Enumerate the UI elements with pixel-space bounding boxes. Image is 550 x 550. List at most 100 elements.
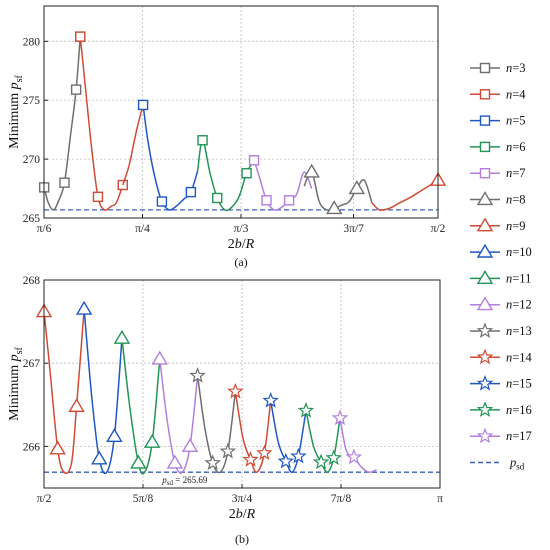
y-axis-label-sub: sf bbox=[14, 74, 25, 82]
psd-annotation-var: p bbox=[161, 475, 167, 485]
legend-label-psd-sub: sd bbox=[516, 462, 525, 472]
legend-label-var: n bbox=[506, 245, 512, 259]
legend-marker-n=5 bbox=[479, 115, 491, 126]
data-marker-n=13 bbox=[189, 367, 206, 383]
y-axis-label-text: Minimum bbox=[7, 89, 22, 149]
y-axis-label: Minimum psf bbox=[7, 74, 25, 148]
series-line-n=9 bbox=[43, 309, 85, 475]
data-marker-n=12 bbox=[166, 454, 184, 469]
legend-marker-n=14 bbox=[476, 348, 494, 365]
legend-marker-n=11 bbox=[476, 270, 494, 284]
data-marker-n=14 bbox=[256, 444, 273, 461]
data-marker-n=10 bbox=[75, 300, 93, 315]
legend-label-n=5: n=5 bbox=[506, 114, 526, 128]
psd-annotation-sub: sd bbox=[167, 479, 174, 487]
legend-label-n=4: n=4 bbox=[506, 87, 526, 101]
legend-label-var: n bbox=[506, 324, 512, 338]
psd-annotation: psd = 265.69 bbox=[161, 475, 208, 487]
legend-marker-n=4 bbox=[479, 89, 491, 100]
legend-marker-n=15 bbox=[476, 374, 494, 391]
legend-marker-n=7 bbox=[479, 167, 491, 179]
legend-marker-n=6 bbox=[479, 141, 491, 153]
data-marker-n=11 bbox=[143, 433, 161, 448]
data-marker-n=5 bbox=[137, 99, 149, 111]
psd-annotation-value: = 265.69 bbox=[173, 475, 208, 485]
data-marker-n=11 bbox=[130, 454, 147, 469]
x-axis-label-R: R bbox=[245, 237, 255, 252]
legend-label-n=11: n=11 bbox=[506, 271, 531, 285]
data-marker-n=11 bbox=[113, 329, 131, 344]
legend-label-var: n bbox=[506, 377, 512, 391]
legend-label-n=8: n=8 bbox=[506, 193, 526, 207]
legend-label-value: =6 bbox=[512, 140, 525, 154]
legend-label-n=10: n=10 bbox=[506, 245, 532, 259]
y-tick-label: 266 bbox=[23, 441, 41, 453]
x-tick-label: 3π/7 bbox=[343, 223, 364, 235]
legend-label-value: =10 bbox=[512, 245, 532, 259]
legend-marker-n=8 bbox=[476, 191, 494, 206]
data-marker-n=4 bbox=[92, 191, 104, 203]
legend-label-value: =4 bbox=[512, 87, 526, 101]
y-axis-label-sub: sf bbox=[14, 346, 25, 354]
data-marker-n=13 bbox=[219, 442, 237, 459]
legend-label-var: n bbox=[506, 403, 512, 417]
legend-label-var: n bbox=[506, 271, 512, 285]
legend-label-value: =8 bbox=[512, 193, 525, 207]
series-line-n=9 bbox=[371, 179, 439, 212]
x-axis-label-slash: / bbox=[243, 507, 247, 522]
legend-marker-n=16 bbox=[476, 401, 494, 417]
data-marker-n=7 bbox=[283, 195, 295, 206]
y-axis-label-var: p bbox=[7, 354, 22, 362]
data-marker-n=12 bbox=[181, 438, 199, 452]
legend-label-n=3: n=3 bbox=[506, 61, 526, 75]
legend-label-n=6: n=6 bbox=[506, 140, 526, 154]
data-marker-n=14 bbox=[227, 382, 244, 399]
y-tick-label: 268 bbox=[23, 275, 41, 287]
legend-label-value: =3 bbox=[512, 61, 525, 75]
legend-label-n=13: n=13 bbox=[506, 324, 532, 338]
legend-label-n=7: n=7 bbox=[506, 166, 526, 180]
data-marker-n=3 bbox=[59, 177, 70, 188]
data-marker-n=10 bbox=[91, 450, 108, 465]
legend-label-value: =7 bbox=[512, 166, 525, 180]
legend-label-var: n bbox=[506, 114, 512, 128]
legend-label-var: n bbox=[506, 429, 512, 443]
data-marker-n=10 bbox=[106, 428, 123, 443]
x-axis-label-R: R bbox=[246, 507, 256, 522]
data-marker-n=5 bbox=[185, 186, 197, 198]
data-marker-n=8 bbox=[348, 180, 366, 195]
data-marker-n=15 bbox=[277, 452, 295, 469]
legend-label-value: =13 bbox=[512, 324, 532, 338]
legend-label-value: =17 bbox=[512, 429, 532, 443]
x-axis-label: 2b/R bbox=[228, 237, 255, 252]
legend-label-value: =12 bbox=[512, 298, 532, 312]
legend-label-var: n bbox=[506, 87, 512, 101]
y-tick-label: 265 bbox=[23, 213, 41, 225]
series-line-n=12 bbox=[159, 358, 199, 474]
legend-label-n=16: n=16 bbox=[506, 403, 532, 417]
legend-label-var: n bbox=[506, 350, 512, 364]
x-axis-label-num: 2 bbox=[228, 237, 235, 252]
data-marker-n=7 bbox=[261, 195, 272, 206]
legend-label-n=9: n=9 bbox=[506, 219, 526, 233]
x-tick-label: 7π/8 bbox=[331, 493, 352, 505]
data-marker-n=6 bbox=[197, 135, 208, 146]
data-marker-n=17 bbox=[345, 448, 363, 465]
series-line-n=4 bbox=[79, 36, 124, 211]
x-axis-label-num: 2 bbox=[229, 507, 236, 522]
x-axis-label-b: b bbox=[236, 507, 243, 522]
x-tick-label: π/6 bbox=[37, 223, 52, 235]
series-line-n=6 bbox=[196, 139, 255, 212]
data-marker-n=16 bbox=[312, 453, 330, 470]
legend-label-value: =16 bbox=[512, 403, 532, 417]
x-tick-label: π/3 bbox=[234, 223, 249, 235]
legend-label-var: n bbox=[506, 193, 512, 207]
legend-marker-n=17 bbox=[476, 427, 494, 444]
data-marker-n=16 bbox=[325, 449, 342, 466]
panel-caption: (a) bbox=[234, 255, 247, 269]
data-marker-n=17 bbox=[331, 409, 349, 426]
legend-marker-n=10 bbox=[476, 243, 494, 258]
legend-marker-n=9 bbox=[476, 217, 494, 232]
legend-label-var: n bbox=[506, 61, 512, 75]
